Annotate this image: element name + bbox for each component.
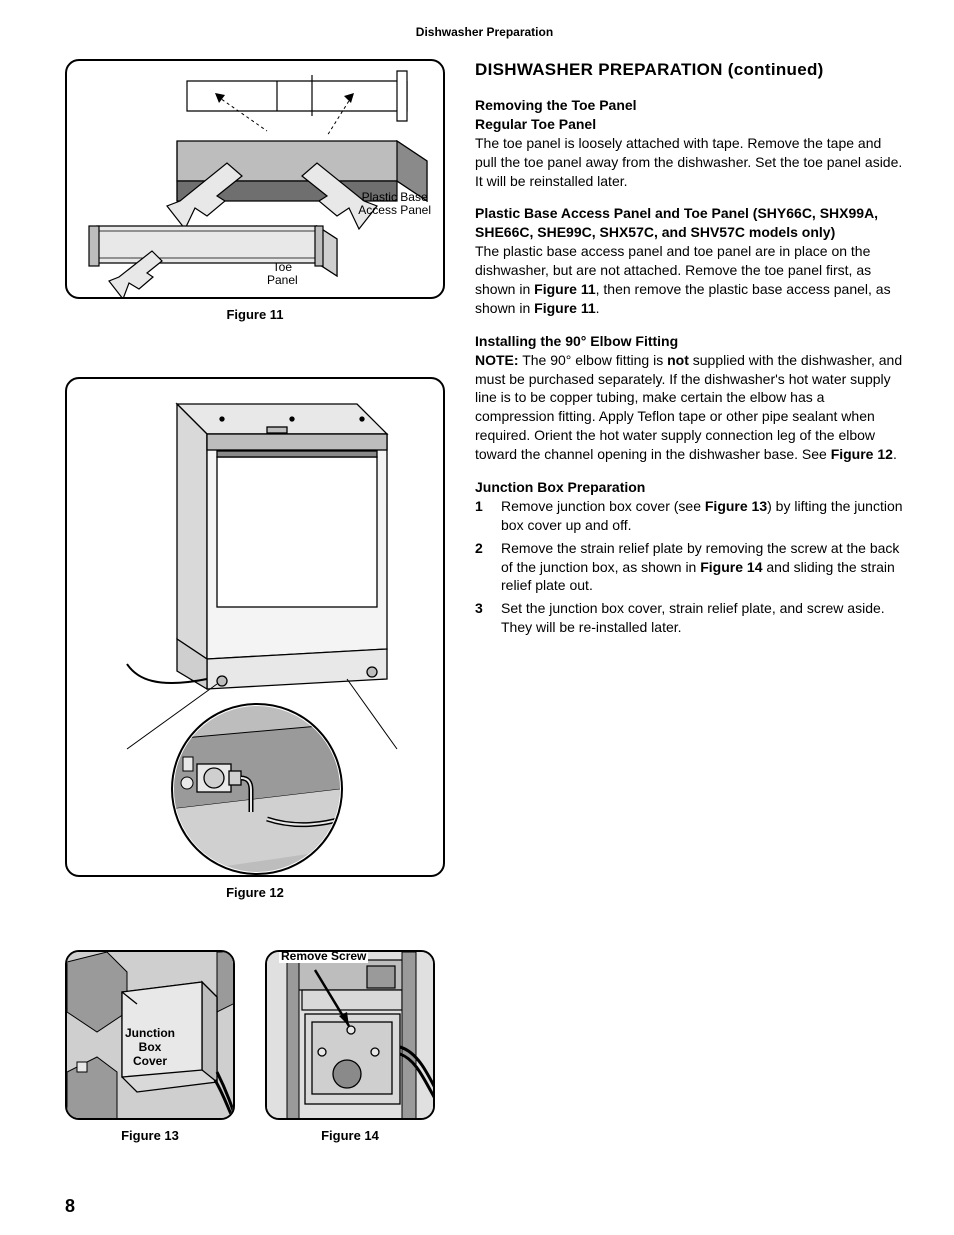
subhead: Junction Box Preparation xyxy=(475,478,904,497)
label-text: Toe xyxy=(273,260,292,274)
step-number: 3 xyxy=(475,599,501,637)
figure-11: Plastic Base Access Panel Toe Panel xyxy=(65,59,445,299)
sec-junction-box: Junction Box Preparation 1 Remove juncti… xyxy=(475,478,904,637)
text-column: DISHWASHER PREPARATION (continued) Remov… xyxy=(475,59,904,1143)
steps-list: 1 Remove junction box cover (see Figure … xyxy=(475,497,904,637)
note-label: NOTE: xyxy=(475,352,519,368)
paragraph: The toe panel is loosely attached with t… xyxy=(475,134,904,191)
sec-elbow-fitting: Installing the 90° Elbow Fitting NOTE: T… xyxy=(475,332,904,464)
subhead: Regular Toe Panel xyxy=(475,115,904,134)
step-number: 2 xyxy=(475,539,501,596)
figure-11-label-access-panel: Plastic Base Access Panel xyxy=(358,191,431,217)
figure-12-caption: Figure 12 xyxy=(65,885,445,900)
figure-12 xyxy=(65,377,445,877)
figure-14: Remove Screw xyxy=(265,950,435,1120)
step-text: Remove the strain relief plate by removi… xyxy=(501,539,904,596)
text: The 90° elbow fitting is xyxy=(519,352,668,368)
figures-column: Plastic Base Access Panel Toe Panel Figu… xyxy=(65,59,445,1143)
sec-removing-toe-panel: Removing the Toe Panel Regular Toe Panel… xyxy=(475,96,904,190)
step-item: 3 Set the junction box cover, strain rel… xyxy=(475,599,904,637)
figure-13-label: Junction Box Cover xyxy=(125,1027,175,1068)
page-header: Dishwasher Preparation xyxy=(65,25,904,39)
step-item: 2 Remove the strain relief plate by remo… xyxy=(475,539,904,596)
text: . xyxy=(893,446,897,462)
label-text: Box xyxy=(139,1040,162,1054)
figure-ref: Figure 13 xyxy=(705,498,767,514)
step-text: Remove junction box cover (see Figure 13… xyxy=(501,497,904,535)
emphasis: not xyxy=(667,352,689,368)
paragraph: The plastic base access panel and toe pa… xyxy=(475,242,904,318)
figure-11-label-toe-panel: Toe Panel xyxy=(267,261,298,287)
figure-13-14-row: Junction Box Cover Figure 13 xyxy=(65,950,445,1143)
figure-11-illustration xyxy=(67,61,445,299)
sec-plastic-base: Plastic Base Access Panel and Toe Panel … xyxy=(475,204,904,317)
subhead: Plastic Base Access Panel and Toe Panel … xyxy=(475,204,904,242)
section-title: DISHWASHER PREPARATION (continued) xyxy=(475,59,904,82)
figure-ref: Figure 12 xyxy=(831,446,893,462)
label-text: Junction xyxy=(125,1026,175,1040)
page-number: 8 xyxy=(65,1196,75,1217)
step-item: 1 Remove junction box cover (see Figure … xyxy=(475,497,904,535)
label-text: Plastic Base xyxy=(362,190,428,204)
figure-14-wrap: Remove Screw Figure 14 xyxy=(265,950,435,1143)
figure-ref: Figure 14 xyxy=(700,559,762,575)
label-text: Panel xyxy=(267,273,298,287)
figure-13: Junction Box Cover xyxy=(65,950,235,1120)
subhead: Installing the 90° Elbow Fitting xyxy=(475,332,904,351)
content-columns: Plastic Base Access Panel Toe Panel Figu… xyxy=(65,59,904,1143)
figure-14-label: Remove Screw xyxy=(279,950,368,963)
subhead: Removing the Toe Panel xyxy=(475,96,904,115)
figure-13-wrap: Junction Box Cover Figure 13 xyxy=(65,950,235,1143)
text: Remove junction box cover (see xyxy=(501,498,705,514)
figure-12-illustration xyxy=(67,379,445,877)
figure-11-caption: Figure 11 xyxy=(65,307,445,322)
figure-ref: Figure 11 xyxy=(534,300,595,316)
figure-ref: Figure 11 xyxy=(534,281,595,297)
figure-14-illustration xyxy=(267,952,435,1120)
figure-13-caption: Figure 13 xyxy=(65,1128,235,1143)
label-text: Access Panel xyxy=(358,203,431,217)
step-text: Set the junction box cover, strain relie… xyxy=(501,599,904,637)
text: . xyxy=(596,300,600,316)
text: Set the junction box cover, strain relie… xyxy=(501,600,885,635)
figure-14-caption: Figure 14 xyxy=(265,1128,435,1143)
paragraph: NOTE: The 90° elbow fitting is not suppl… xyxy=(475,351,904,464)
step-number: 1 xyxy=(475,497,501,535)
label-text: Cover xyxy=(133,1054,167,1068)
